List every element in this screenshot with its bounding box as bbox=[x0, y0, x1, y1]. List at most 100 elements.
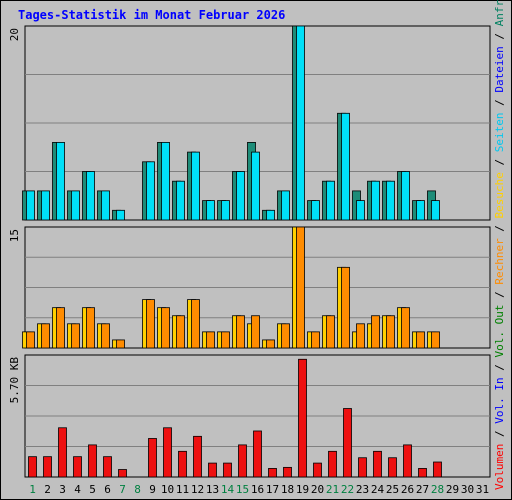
legend-item-11: / bbox=[493, 93, 506, 113]
bar-volumen-day-10 bbox=[163, 427, 172, 478]
x-tick-label-day-8: 8 bbox=[134, 483, 141, 496]
panel-1: 20 bbox=[8, 25, 491, 221]
bar-volumen-day-1 bbox=[28, 456, 37, 478]
x-tick-label-day-3: 3 bbox=[59, 483, 66, 496]
bar-volumen-day-19 bbox=[298, 358, 307, 478]
bar-rechner-day-19 bbox=[296, 226, 305, 349]
bar-dateien-day-24 bbox=[371, 180, 380, 221]
x-tick-label-day-30: 30 bbox=[461, 483, 474, 496]
bar-dateien-day-4 bbox=[71, 190, 80, 221]
legend-item-0: Volumen bbox=[493, 444, 506, 490]
x-tick-label-day-9: 9 bbox=[149, 483, 156, 496]
bar-dateien-day-2 bbox=[41, 190, 50, 221]
legend-item-2: Vol. In bbox=[493, 377, 506, 423]
bar-rechner-day-24 bbox=[371, 315, 380, 349]
x-tick-label-day-29: 29 bbox=[446, 483, 459, 496]
bar-dateien-day-28 bbox=[431, 200, 440, 221]
bar-rechner-day-3 bbox=[56, 307, 65, 349]
bar-dateien-day-7 bbox=[116, 209, 125, 221]
x-tick-label-day-2: 2 bbox=[44, 483, 51, 496]
bar-dateien-day-21 bbox=[326, 180, 335, 221]
bar-volumen-day-18 bbox=[283, 466, 292, 478]
bar-rechner-day-20 bbox=[311, 331, 320, 349]
bar-rechner-day-22 bbox=[341, 266, 350, 349]
bar-rechner-day-17 bbox=[266, 339, 275, 349]
bar-volumen-day-13 bbox=[208, 462, 217, 478]
x-tick-label-day-26: 26 bbox=[401, 483, 414, 496]
bar-dateien-day-26 bbox=[401, 171, 410, 221]
bar-volumen-day-24 bbox=[373, 450, 382, 478]
bar-dateien-day-16 bbox=[251, 151, 260, 221]
bar-rechner-day-27 bbox=[416, 331, 425, 349]
bar-volumen-day-14 bbox=[223, 462, 232, 478]
vertical-legend: Volumen / Vol. In / Vol. Out / Rechner /… bbox=[493, 0, 506, 490]
legend-item-7: / bbox=[493, 218, 506, 238]
x-tick-label-day-23: 23 bbox=[356, 483, 369, 496]
bar-dateien-day-13 bbox=[206, 200, 215, 221]
x-tick-label-day-18: 18 bbox=[281, 483, 294, 496]
legend-item-4: Vol. Out bbox=[493, 305, 506, 358]
legend-item-10: Seiten bbox=[493, 112, 506, 152]
bar-volumen-day-21 bbox=[328, 450, 337, 478]
x-tick-label-day-12: 12 bbox=[191, 483, 204, 496]
bar-dateien-day-12 bbox=[191, 151, 200, 221]
x-tick-label-day-20: 20 bbox=[311, 483, 324, 496]
x-tick-label-day-10: 10 bbox=[161, 483, 174, 496]
bar-volumen-day-26 bbox=[403, 444, 412, 478]
bar-rechner-day-15 bbox=[236, 315, 245, 349]
bar-volumen-day-7 bbox=[118, 469, 127, 478]
bar-volumen-day-20 bbox=[313, 462, 322, 478]
legend-item-9: / bbox=[493, 152, 506, 172]
legend-item-12: Dateien bbox=[493, 46, 506, 92]
bar-dateien-day-22 bbox=[341, 112, 350, 221]
bar-volumen-day-2 bbox=[43, 456, 52, 478]
bar-volumen-day-11 bbox=[178, 450, 187, 478]
bar-volumen-day-5 bbox=[88, 444, 97, 478]
x-tick-label-day-16: 16 bbox=[251, 483, 264, 496]
bar-dateien-day-3 bbox=[56, 141, 65, 221]
panel-2: 15 bbox=[8, 226, 491, 349]
bar-dateien-day-6 bbox=[101, 190, 110, 221]
bar-dateien-day-9 bbox=[146, 161, 155, 221]
bar-rechner-day-14 bbox=[221, 331, 230, 349]
bar-rechner-day-6 bbox=[101, 323, 110, 349]
x-tick-label-day-17: 17 bbox=[266, 483, 279, 496]
x-tick-label-day-13: 13 bbox=[206, 483, 219, 496]
bar-volumen-day-16 bbox=[253, 430, 262, 478]
legend-item-1: / bbox=[493, 424, 506, 444]
y-axis-max-label: 5.70 KB bbox=[8, 357, 21, 404]
x-tick-label-day-14: 14 bbox=[221, 483, 235, 496]
bar-rechner-day-5 bbox=[86, 307, 95, 349]
bar-dateien-day-20 bbox=[311, 200, 320, 221]
bar-dateien-day-27 bbox=[416, 200, 425, 221]
bar-rechner-day-1 bbox=[26, 331, 35, 349]
x-tick-label-day-24: 24 bbox=[371, 483, 385, 496]
bar-rechner-day-10 bbox=[161, 307, 170, 349]
bar-dateien-day-1 bbox=[26, 190, 35, 221]
x-tick-label-day-1: 1 bbox=[29, 483, 36, 496]
legend-item-13: / bbox=[493, 26, 506, 46]
x-tick-label-day-21: 21 bbox=[326, 483, 339, 496]
y-axis-max-label: 15 bbox=[8, 229, 21, 242]
x-tick-label-day-25: 25 bbox=[386, 483, 399, 496]
legend-item-6: Rechner bbox=[493, 238, 506, 285]
chart-title: Tages-Statistik im Monat Februar 2026 bbox=[18, 8, 285, 22]
x-tick-label-day-28: 28 bbox=[431, 483, 444, 496]
bar-rechner-day-7 bbox=[116, 339, 125, 349]
bar-rechner-day-21 bbox=[326, 315, 335, 349]
bar-dateien-day-23 bbox=[356, 200, 365, 221]
x-tick-label-day-4: 4 bbox=[74, 483, 81, 496]
x-axis-labels: 1 2 3 4 5 6 7 8 9 10 11 12 13 14 15 16 17 18 19 20 21 22 23 24 2… bbox=[29, 483, 489, 496]
bar-rechner-day-18 bbox=[281, 323, 290, 349]
bar-volumen-day-17 bbox=[268, 468, 277, 478]
bar-volumen-day-25 bbox=[388, 457, 397, 478]
bar-rechner-day-28 bbox=[431, 331, 440, 349]
x-tick-label-day-11: 11 bbox=[176, 483, 189, 496]
legend-item-14: Anfragen bbox=[493, 0, 506, 26]
bar-dateien-day-25 bbox=[386, 180, 395, 221]
bar-dateien-day-19 bbox=[296, 25, 305, 221]
bar-volumen-day-6 bbox=[103, 456, 112, 478]
bar-dateien-day-10 bbox=[161, 141, 170, 221]
x-tick-label-day-15: 15 bbox=[236, 483, 249, 496]
